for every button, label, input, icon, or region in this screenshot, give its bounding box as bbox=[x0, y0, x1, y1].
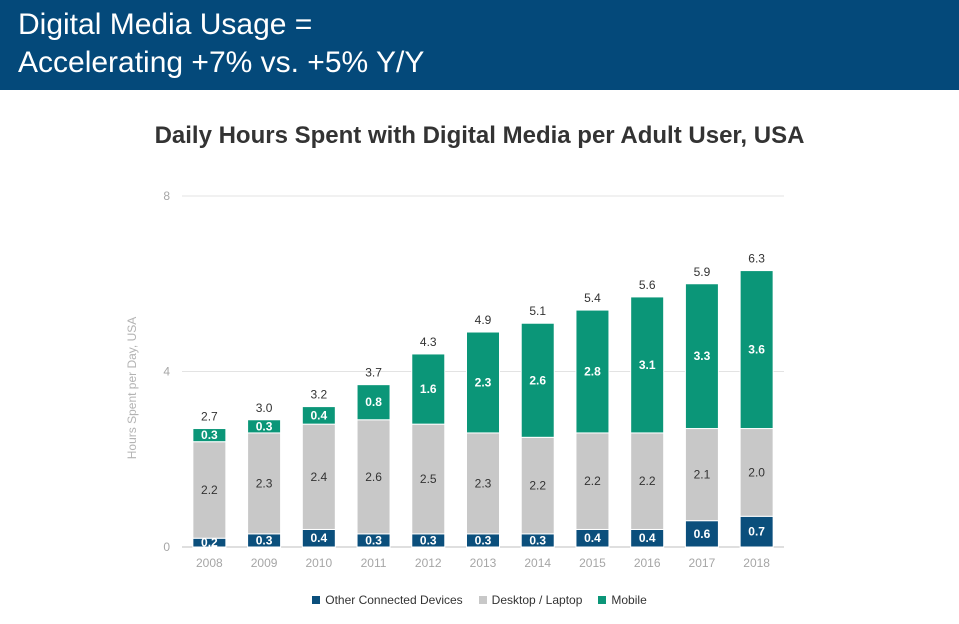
total-label: 4.9 bbox=[475, 313, 492, 327]
data-label: 0.3 bbox=[475, 533, 492, 547]
data-label: 2.5 bbox=[420, 472, 437, 486]
bar-segment-desktop-laptop bbox=[684, 428, 719, 522]
data-label: 0.6 bbox=[694, 527, 711, 541]
bar-segment-other-connected-devices bbox=[684, 520, 719, 548]
data-label: 1.6 bbox=[420, 382, 437, 396]
data-label: 2.3 bbox=[475, 476, 492, 490]
bar-segment-desktop-laptop bbox=[520, 436, 555, 535]
bar-segment-other-connected-devices bbox=[739, 515, 774, 548]
x-tick-label: 2013 bbox=[470, 556, 497, 570]
data-label: 0.4 bbox=[584, 531, 601, 545]
bar-segment-mobile bbox=[630, 296, 665, 434]
bar-segment-desktop-laptop bbox=[192, 441, 227, 539]
data-label: 0.3 bbox=[420, 533, 437, 547]
legend-swatch bbox=[598, 596, 607, 604]
data-label: 2.2 bbox=[639, 474, 656, 488]
x-tick-label: 2017 bbox=[689, 556, 716, 570]
total-label: 2.7 bbox=[201, 410, 218, 424]
data-label: 0.3 bbox=[365, 533, 382, 547]
y-tick-label: 0 bbox=[163, 540, 170, 554]
data-label: 0.2 bbox=[201, 536, 218, 550]
x-tick-label: 2015 bbox=[579, 556, 606, 570]
x-tick-label: 2014 bbox=[524, 556, 551, 570]
legend-swatch bbox=[312, 596, 321, 604]
x-tick-label: 2016 bbox=[634, 556, 661, 570]
total-label: 3.2 bbox=[310, 388, 327, 402]
bar-segment-desktop-laptop bbox=[739, 428, 774, 517]
data-label: 3.3 bbox=[694, 349, 711, 363]
bar-segment-mobile bbox=[247, 419, 282, 434]
data-label: 2.8 bbox=[584, 365, 601, 379]
data-label: 2.2 bbox=[529, 479, 546, 493]
bar-segment-mobile bbox=[466, 331, 500, 434]
bar-segment-desktop-laptop bbox=[247, 432, 282, 535]
legend-item: Mobile bbox=[598, 593, 647, 607]
bar-segment-desktop-laptop bbox=[356, 419, 391, 535]
total-label: 3.0 bbox=[256, 401, 273, 415]
bar-segment-mobile bbox=[684, 283, 719, 430]
data-label: 2.3 bbox=[256, 476, 273, 490]
data-label: 2.6 bbox=[529, 373, 546, 387]
data-label: 2.2 bbox=[584, 474, 601, 488]
data-label: 2.1 bbox=[694, 468, 711, 482]
bar-segment-mobile bbox=[520, 322, 555, 438]
bar-segment-mobile bbox=[356, 384, 391, 421]
data-label: 0.3 bbox=[256, 419, 273, 433]
data-label: 0.3 bbox=[529, 533, 546, 547]
bar-segment-desktop-laptop bbox=[575, 432, 610, 530]
legend-label: Desktop / Laptop bbox=[491, 593, 583, 607]
data-label: 0.8 bbox=[365, 395, 382, 409]
bar-segment-mobile bbox=[192, 428, 227, 443]
legend-swatch bbox=[478, 596, 487, 604]
x-tick-label: 2009 bbox=[251, 556, 278, 570]
slide-title-line-2: Accelerating +7% vs. +5% Y/Y bbox=[18, 46, 425, 79]
data-label: 0.4 bbox=[639, 531, 656, 545]
slide-title-line-1: Digital Media Usage = bbox=[18, 8, 313, 41]
data-label: 2.0 bbox=[748, 465, 765, 479]
total-label: 5.1 bbox=[529, 304, 546, 318]
x-tick-label: 2011 bbox=[361, 556, 387, 570]
x-tick-label: 2012 bbox=[415, 556, 442, 570]
bar-segment-desktop-laptop bbox=[301, 423, 336, 530]
data-label: 3.6 bbox=[748, 343, 765, 357]
x-tick-label: 2010 bbox=[305, 556, 332, 570]
data-label: 0.3 bbox=[256, 533, 273, 547]
bar-segment-desktop-laptop bbox=[466, 432, 500, 535]
chart-legend: Other Connected Devices Desktop / Laptop M… bbox=[0, 593, 959, 607]
legend-label: Mobile bbox=[611, 593, 647, 607]
y-tick-label: 8 bbox=[163, 189, 170, 203]
total-label: 5.6 bbox=[639, 278, 656, 292]
x-tick-label: 2008 bbox=[196, 556, 223, 570]
data-label: 2.2 bbox=[201, 483, 218, 497]
data-label: 0.4 bbox=[310, 408, 327, 422]
y-tick-label: 4 bbox=[163, 365, 170, 379]
data-label: 2.4 bbox=[310, 470, 327, 484]
total-label: 4.3 bbox=[420, 335, 437, 349]
total-label: 6.3 bbox=[748, 252, 765, 266]
slide-header: Digital Media Usage = Accelerating +7% v… bbox=[0, 0, 959, 90]
bar-segment-mobile bbox=[411, 353, 446, 425]
data-label: 0.7 bbox=[748, 525, 765, 539]
legend-item: Other Connected Devices bbox=[312, 593, 463, 607]
data-label: 2.3 bbox=[475, 375, 492, 389]
legend-label: Other Connected Devices bbox=[325, 593, 463, 607]
legend-item: Desktop / Laptop bbox=[478, 593, 583, 607]
bar-segment-mobile bbox=[739, 270, 774, 430]
chart-title: Daily Hours Spent with Digital Media per… bbox=[154, 122, 805, 149]
x-tick-label: 2018 bbox=[743, 556, 770, 570]
bar-segment-mobile bbox=[575, 309, 610, 434]
data-label: 3.1 bbox=[639, 358, 656, 372]
total-label: 3.7 bbox=[365, 366, 382, 380]
bar-segment-desktop-laptop bbox=[630, 432, 665, 530]
total-label: 5.4 bbox=[584, 291, 601, 305]
data-label: 0.3 bbox=[201, 428, 218, 442]
y-axis-label: Hours Spent per Day, USA bbox=[125, 317, 139, 460]
total-label: 5.9 bbox=[694, 265, 711, 279]
bar-segment-mobile bbox=[301, 406, 336, 425]
data-label: 0.4 bbox=[310, 531, 327, 545]
data-label: 2.6 bbox=[365, 470, 382, 484]
